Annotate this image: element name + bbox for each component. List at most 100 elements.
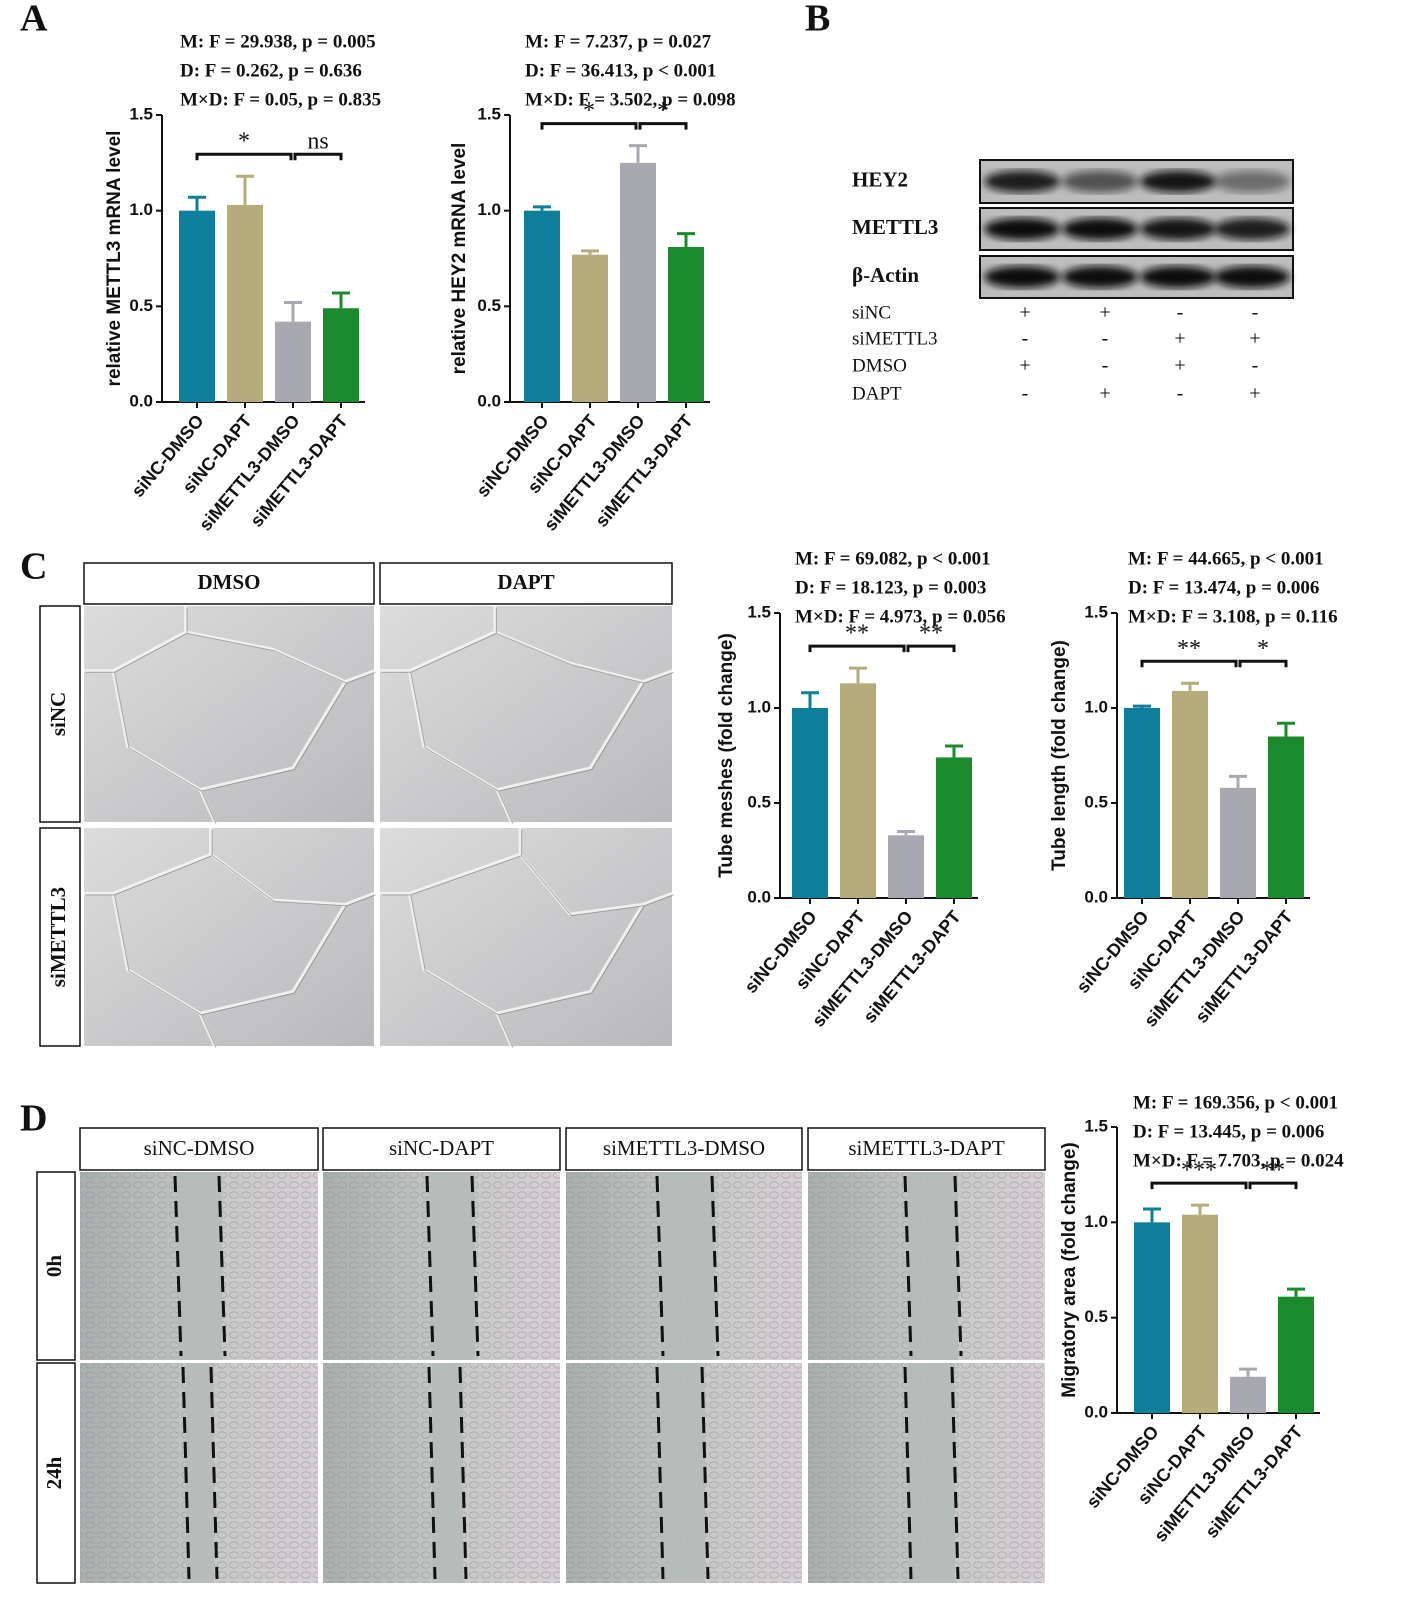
blot-band xyxy=(1140,170,1216,193)
stats-line: M×D: F = 3.108, p = 0.116 xyxy=(1128,606,1338,627)
y-tick-label: 1.5 xyxy=(129,104,153,123)
condition-label: siNC xyxy=(852,302,891,323)
blot-band xyxy=(1062,266,1138,288)
scratch-edge xyxy=(655,1366,665,1580)
y-tick-label: 0.5 xyxy=(1084,1307,1108,1326)
significance-bracket xyxy=(1248,1181,1298,1190)
significance-label: * xyxy=(657,98,669,124)
significance-label: * xyxy=(238,129,250,155)
tube-network-shadow xyxy=(85,829,376,1048)
condition-sign: + xyxy=(1019,302,1030,324)
y-tick-label: 0.0 xyxy=(747,887,771,906)
scratch-edge xyxy=(903,1366,913,1580)
row-header: 0h xyxy=(42,1255,66,1278)
significance-bracket xyxy=(1150,1181,1248,1190)
scratch-gap xyxy=(908,1172,958,1360)
scratch-edge xyxy=(209,1366,219,1580)
stats-line: M: F = 29.938, p = 0.005 xyxy=(180,31,376,52)
column-header: DMSO xyxy=(198,570,261,594)
tube-network xyxy=(84,606,375,823)
panel-label: C xyxy=(20,546,47,588)
scratch-edge xyxy=(425,1175,435,1357)
bar xyxy=(323,308,359,402)
bar xyxy=(888,835,924,898)
significance-bracket xyxy=(540,122,638,130)
bar xyxy=(1220,787,1256,898)
blot-band xyxy=(1214,170,1290,193)
scratch-gap xyxy=(432,1363,463,1583)
bar xyxy=(179,210,215,402)
stats-line: D: F = 18.123, p = 0.003 xyxy=(795,577,986,598)
y-tick-label: 0.5 xyxy=(747,792,771,811)
scratch-edge xyxy=(950,1366,960,1580)
scratch-edge xyxy=(903,1175,913,1357)
condition-sign: - xyxy=(1252,355,1259,377)
stats-line: M×D: F = 4.973, p = 0.056 xyxy=(795,606,1006,627)
significance-label: *** xyxy=(1181,1158,1217,1184)
panel-label: B xyxy=(805,0,830,40)
significance-bracket xyxy=(906,644,956,653)
y-tick-label: 0.0 xyxy=(129,391,153,410)
significance-label: ** xyxy=(1261,1158,1285,1184)
blot-band xyxy=(984,170,1060,193)
bar xyxy=(1230,1376,1266,1413)
tube-network-shadow xyxy=(381,829,674,1048)
condition-sign: - xyxy=(1102,355,1109,377)
row-header: siNC xyxy=(46,692,70,736)
bar xyxy=(936,757,972,898)
condition-sign: + xyxy=(1174,328,1185,350)
row-header: 24h xyxy=(42,1456,66,1489)
condition-label: siMETTL3 xyxy=(852,328,938,349)
condition-sign: + xyxy=(1249,328,1260,350)
scratch-gap xyxy=(908,1363,955,1583)
y-tick-label: 0.5 xyxy=(129,296,153,315)
y-tick-label: 1.0 xyxy=(129,200,153,219)
column-header: siMETTL3-DAPT xyxy=(848,1136,1004,1160)
column-header-box xyxy=(379,562,673,605)
y-axis-label: relative HEY2 mRNA level xyxy=(449,143,470,375)
blot-band xyxy=(1062,218,1138,240)
scratch-edge xyxy=(700,1366,710,1580)
significance-label: * xyxy=(1257,636,1269,662)
bar xyxy=(1268,736,1304,898)
significance-bracket xyxy=(1238,659,1288,668)
condition-sign: - xyxy=(1102,328,1109,350)
bar xyxy=(1134,1222,1170,1413)
tube-network xyxy=(380,606,673,823)
y-tick-label: 1.5 xyxy=(1084,602,1108,621)
condition-sign: - xyxy=(1252,302,1259,324)
condition-label: DMSO xyxy=(852,355,907,376)
y-axis-label: Migratory area (fold change) xyxy=(1059,1142,1080,1398)
scratch-edge xyxy=(710,1175,720,1357)
significance-bracket xyxy=(195,152,293,161)
significance-bracket xyxy=(808,644,906,653)
y-tick-label: 1.0 xyxy=(477,200,501,219)
y-axis-label: Tube meshes (fold change) xyxy=(716,633,737,878)
bar xyxy=(668,247,704,402)
significance-label: ** xyxy=(845,621,869,647)
condition-sign: - xyxy=(1022,383,1029,405)
blot-band xyxy=(1140,218,1216,240)
y-tick-label: 1.5 xyxy=(1084,1116,1108,1135)
column-header-box xyxy=(83,562,375,605)
scratch-edge xyxy=(470,1175,480,1357)
stats-line: D: F = 13.445, p = 0.006 xyxy=(1133,1121,1324,1142)
blot-band xyxy=(984,218,1060,240)
scratch-gap xyxy=(660,1363,705,1583)
significance-bracket xyxy=(638,122,688,130)
column-header: DAPT xyxy=(497,570,554,594)
panel-label: A xyxy=(20,0,48,40)
y-tick-label: 0.0 xyxy=(1084,887,1108,906)
blot-band xyxy=(1062,170,1138,193)
stats-line: D: F = 0.262, p = 0.636 xyxy=(180,60,362,81)
bar xyxy=(620,162,656,402)
y-axis-label: relative METTL3 mRNA level xyxy=(104,131,125,387)
condition-sign: + xyxy=(1174,355,1185,377)
stats-line: M: F = 7.237, p = 0.027 xyxy=(525,31,712,52)
y-tick-label: 0.5 xyxy=(1084,792,1108,811)
column-header-box xyxy=(79,1127,319,1171)
bar xyxy=(1278,1296,1314,1413)
tube-network-shadow xyxy=(381,607,674,824)
blot-protein-label: METTL3 xyxy=(852,215,938,239)
scratch-edge xyxy=(181,1366,191,1580)
